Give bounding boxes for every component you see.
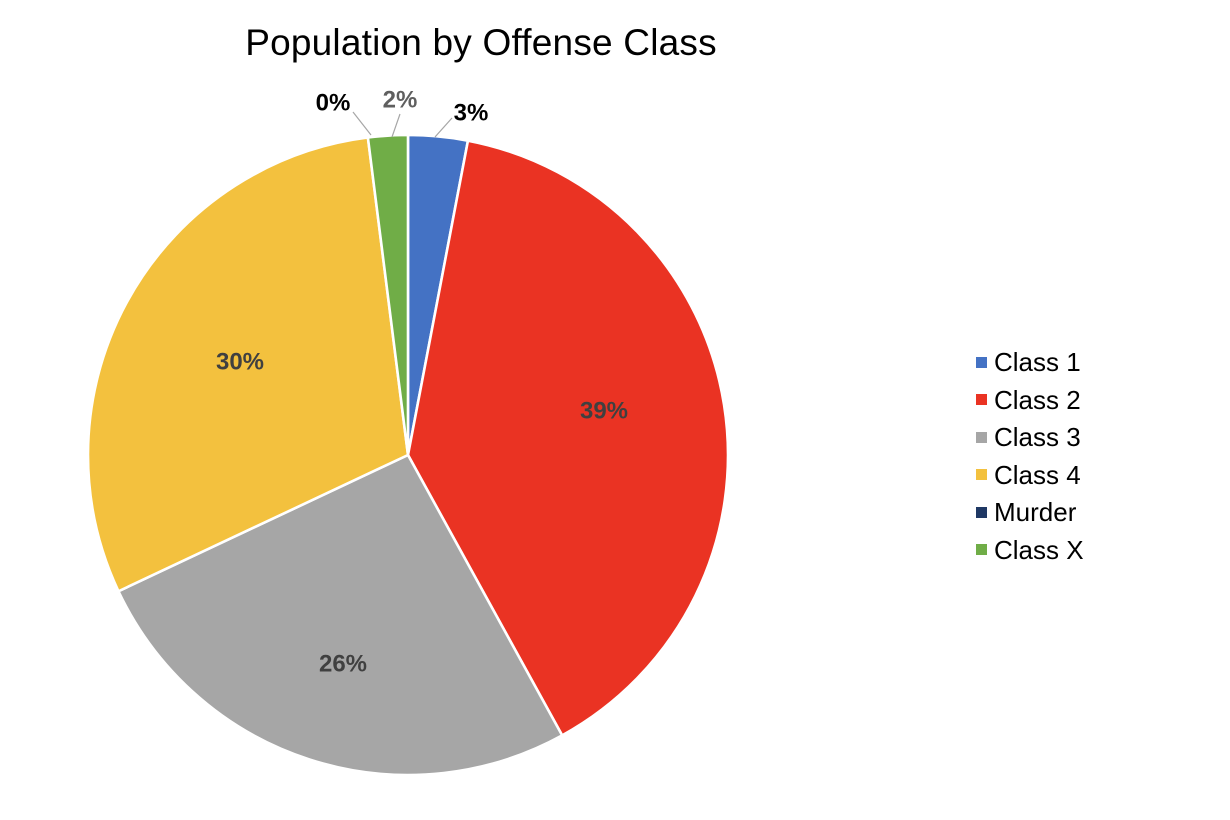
legend-label: Class 4	[994, 459, 1081, 490]
legend-item-murder[interactable]: Murder	[976, 497, 1084, 527]
legend-item-class-x[interactable]: Class X	[976, 535, 1084, 565]
data-label-class-3: 26%	[319, 651, 367, 678]
legend-swatch-class-4	[976, 469, 987, 480]
chart-title: Population by Offense Class	[245, 22, 717, 63]
legend-item-class-2[interactable]: Class 2	[976, 385, 1084, 415]
legend-swatch-class-2	[976, 394, 987, 405]
pie-slice-class-4[interactable]	[86, 136, 410, 593]
pie-slice-class-x[interactable]	[366, 133, 410, 457]
leader-line-class-x	[391, 113, 401, 138]
legend-item-class-1[interactable]: Class 1	[976, 347, 1084, 377]
data-label-class-4: 30%	[216, 349, 264, 376]
legend-item-class-3[interactable]: Class 3	[976, 422, 1084, 452]
legend-label: Class X	[994, 534, 1084, 565]
legend-item-class-4[interactable]: Class 4	[976, 460, 1084, 490]
legend-swatch-class-x	[976, 544, 987, 555]
data-label-class-1: 3%	[454, 100, 489, 127]
leader-line-class-1	[434, 117, 453, 138]
data-label-murder: 0%	[316, 90, 351, 117]
legend-label: Class 2	[994, 384, 1081, 415]
legend-swatch-murder	[976, 506, 987, 518]
legend-label: Murder	[994, 497, 1077, 527]
data-label-class-2: 39%	[580, 398, 628, 425]
legend-swatch-class-3	[976, 431, 987, 443]
pie-slice-class-3[interactable]	[117, 453, 564, 777]
data-label-class-x: 2%	[383, 87, 418, 114]
legend-label: Class 1	[994, 347, 1081, 377]
pie-slice-class-2[interactable]	[406, 139, 730, 737]
legend-swatch-class-1	[976, 356, 987, 368]
legend-label: Class 3	[994, 422, 1081, 452]
leader-line-murder	[352, 111, 372, 136]
chart-legend: Class 1 Class 2 Class 3 Class 4 Murder Class …	[976, 347, 1084, 572]
